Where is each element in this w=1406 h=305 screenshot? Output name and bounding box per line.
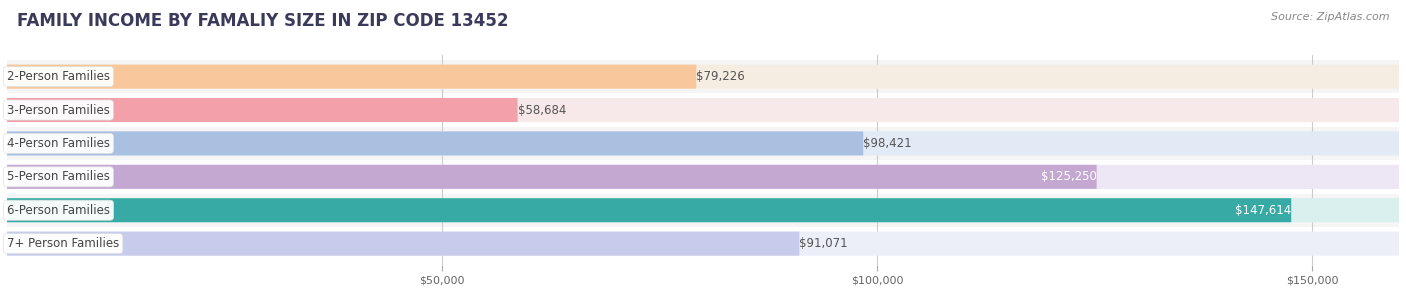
Bar — [7, 93, 1399, 127]
FancyBboxPatch shape — [7, 198, 1291, 222]
Text: $58,684: $58,684 — [517, 103, 567, 117]
Text: 5-Person Families: 5-Person Families — [7, 170, 110, 183]
FancyBboxPatch shape — [7, 165, 1097, 189]
Text: $79,226: $79,226 — [696, 70, 745, 83]
Bar — [7, 160, 1399, 194]
Bar — [7, 60, 1399, 93]
FancyBboxPatch shape — [7, 131, 863, 156]
FancyBboxPatch shape — [7, 98, 1399, 122]
FancyBboxPatch shape — [7, 165, 1399, 189]
Text: 4-Person Families: 4-Person Families — [7, 137, 110, 150]
Text: 6-Person Families: 6-Person Families — [7, 204, 110, 217]
Text: Source: ZipAtlas.com: Source: ZipAtlas.com — [1271, 12, 1389, 22]
Bar — [7, 194, 1399, 227]
Text: $98,421: $98,421 — [863, 137, 912, 150]
Text: FAMILY INCOME BY FAMALIY SIZE IN ZIP CODE 13452: FAMILY INCOME BY FAMALIY SIZE IN ZIP COD… — [17, 12, 509, 30]
Bar — [7, 127, 1399, 160]
FancyBboxPatch shape — [7, 231, 800, 256]
Text: $91,071: $91,071 — [800, 237, 848, 250]
Bar — [7, 227, 1399, 260]
FancyBboxPatch shape — [7, 98, 517, 122]
Text: $147,614: $147,614 — [1234, 204, 1291, 217]
FancyBboxPatch shape — [7, 65, 1399, 89]
Text: 2-Person Families: 2-Person Families — [7, 70, 110, 83]
Text: $125,250: $125,250 — [1040, 170, 1097, 183]
FancyBboxPatch shape — [7, 131, 1399, 156]
FancyBboxPatch shape — [7, 231, 1399, 256]
Text: 7+ Person Families: 7+ Person Families — [7, 237, 120, 250]
FancyBboxPatch shape — [7, 198, 1399, 222]
Text: 3-Person Families: 3-Person Families — [7, 103, 110, 117]
FancyBboxPatch shape — [7, 65, 696, 89]
